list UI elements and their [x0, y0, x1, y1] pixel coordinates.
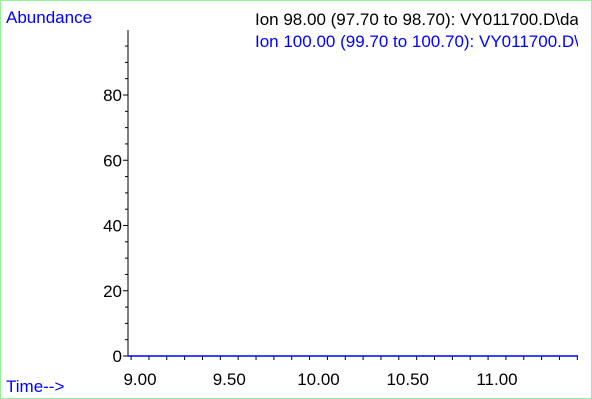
x-axis-label: Time--> [6, 377, 65, 396]
legend-entry-ion-98: Ion 98.00 (97.70 to 98.70): VY011700.D\d… [255, 10, 578, 29]
y-tick-label: 40 [103, 217, 122, 236]
x-tick-label: 9.50 [213, 370, 246, 389]
legend: Ion 98.00 (97.70 to 98.70): VY011700.D\d… [126, 0, 578, 60]
x-tick-label: 11.00 [476, 370, 517, 389]
x-tick-label: 9.00 [123, 370, 156, 389]
y-tick-label: 0 [113, 347, 122, 366]
y-tick-label: 80 [103, 86, 122, 105]
y-tick-label: 60 [103, 151, 122, 170]
axes: 0 20 40 60 80 9.00 9.50 10.00 10.50 11.00 [103, 30, 578, 389]
x-tick-label: 10.00 [297, 370, 340, 389]
x-tick-label: 10.50 [386, 370, 429, 389]
legend-entry-ion-100: Ion 100.00 (99.70 to 100.70): VY011700.D… [255, 32, 578, 51]
y-tick-label: 20 [103, 282, 122, 301]
y-axis-label: Abundance [6, 8, 93, 27]
